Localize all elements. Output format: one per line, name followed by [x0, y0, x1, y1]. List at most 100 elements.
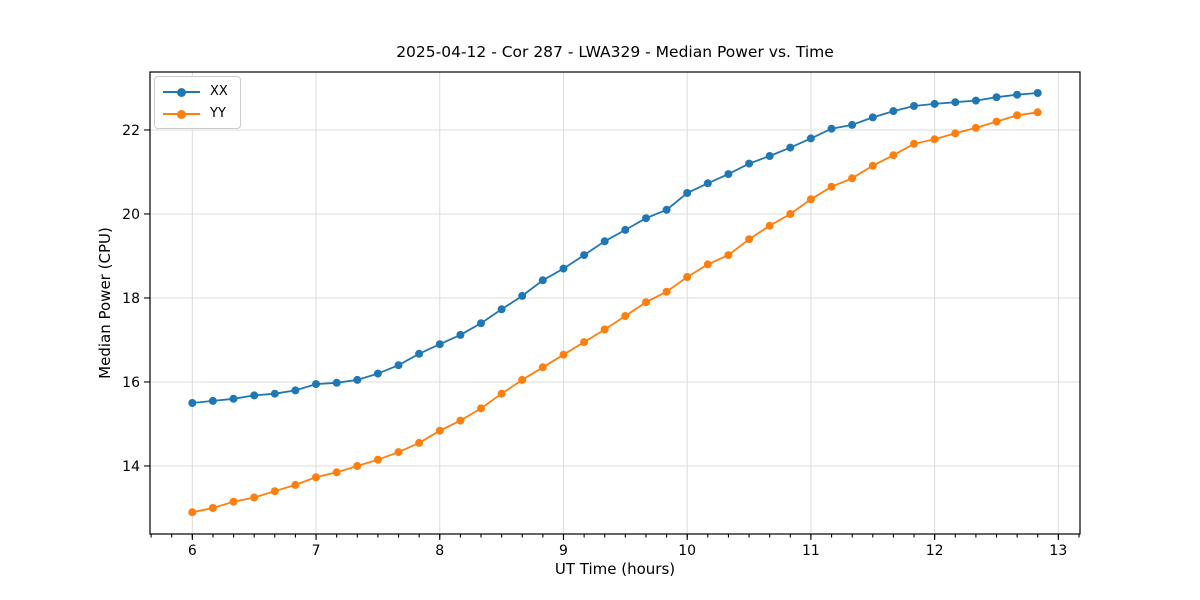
x-tick-label: 12 — [926, 543, 944, 559]
data-point-xx — [600, 237, 609, 246]
data-point-xx — [930, 99, 939, 108]
data-point-yy — [497, 389, 506, 398]
chart-title: 2025-04-12 - Cor 287 - LWA329 - Median P… — [396, 43, 834, 61]
data-point-yy — [889, 151, 898, 160]
legend-line-xx-icon — [163, 87, 200, 97]
data-point-xx — [394, 361, 403, 370]
data-point-xx — [497, 305, 506, 314]
data-point-xx — [745, 159, 754, 168]
data-point-yy — [703, 260, 712, 269]
x-tick-label: 11 — [802, 543, 820, 559]
legend-label-yy: YY — [210, 106, 226, 121]
data-point-yy — [208, 504, 217, 512]
data-point-xx — [910, 102, 918, 110]
data-point-xx — [456, 330, 465, 339]
data-point-yy — [930, 135, 939, 144]
data-point-xx — [889, 107, 898, 116]
data-point-xx — [951, 98, 960, 107]
data-point-xx — [477, 319, 485, 328]
data-point-xx — [312, 380, 320, 389]
data-point-xx — [848, 120, 857, 129]
series-line-yy — [192, 111, 1038, 514]
data-point-yy — [600, 325, 609, 334]
data-point-yy — [394, 448, 403, 457]
x-tick-label: 6 — [188, 543, 197, 559]
data-point-yy — [745, 235, 754, 244]
data-point-xx — [806, 134, 815, 143]
data-point-yy — [621, 312, 630, 320]
data-point-yy — [683, 273, 692, 281]
data-point-xx — [724, 170, 733, 179]
x-tick-label: 7 — [312, 543, 321, 559]
data-point-xx — [291, 386, 300, 395]
data-point-yy — [332, 468, 341, 477]
data-point-xx — [188, 399, 197, 407]
data-point-xx — [435, 340, 444, 349]
data-point-yy — [827, 182, 836, 191]
data-point-yy — [518, 375, 527, 384]
x-tick-label: 8 — [435, 543, 444, 559]
data-point-yy — [353, 462, 362, 470]
data-point-xx — [270, 389, 279, 398]
data-point-yy — [765, 221, 774, 230]
data-point-xx — [868, 113, 877, 122]
data-point-xx — [518, 291, 527, 300]
y-tick-label: 16 — [122, 375, 140, 391]
data-point-xx — [827, 124, 836, 133]
x-axis-label: UT Time (hours) — [554, 560, 676, 578]
data-point-xx — [765, 152, 774, 160]
data-point-yy — [580, 338, 589, 347]
x-tick-label: 9 — [559, 543, 568, 559]
data-point-xx — [642, 214, 650, 223]
data-point-xx — [208, 396, 217, 405]
data-point-yy — [642, 298, 650, 307]
legend-line-yy-icon — [163, 109, 200, 119]
data-point-xx — [1033, 89, 1042, 97]
x-tick-label: 10 — [678, 543, 696, 559]
data-point-xx — [250, 391, 259, 400]
data-point-yy — [1033, 108, 1042, 117]
data-point-yy — [910, 139, 918, 148]
legend-item-xx: XX — [163, 83, 228, 100]
data-point-yy — [188, 508, 197, 517]
data-point-yy — [270, 487, 279, 496]
data-point-yy — [1013, 111, 1022, 120]
data-point-xx — [580, 251, 589, 260]
data-point-yy — [312, 473, 320, 482]
data-point-yy — [229, 497, 238, 506]
data-point-yy — [662, 287, 671, 296]
data-point-yy — [291, 480, 300, 489]
data-point-yy — [373, 455, 382, 464]
data-point-yy — [786, 210, 795, 218]
legend-label-xx: XX — [210, 84, 228, 99]
data-point-xx — [559, 264, 568, 273]
data-point-yy — [724, 251, 733, 260]
y-axis-label: Median Power (CPU) — [96, 227, 114, 379]
data-point-yy — [848, 174, 857, 183]
legend-item-yy: YY — [163, 105, 228, 122]
plot-border — [149, 71, 1081, 535]
data-point-xx — [786, 143, 795, 152]
data-point-yy — [559, 350, 568, 359]
data-point-xx — [538, 276, 547, 285]
y-tick-label: 18 — [122, 291, 140, 307]
data-point-xx — [662, 205, 671, 214]
data-point-yy — [538, 363, 547, 372]
data-point-xx — [332, 378, 341, 387]
data-point-yy — [415, 438, 424, 447]
data-point-xx — [373, 369, 382, 378]
data-point-yy — [951, 129, 960, 138]
y-tick-label: 22 — [122, 123, 140, 139]
data-point-yy — [435, 426, 444, 435]
data-point-yy — [477, 404, 485, 413]
series-line-xx — [192, 92, 1038, 404]
data-point-xx — [703, 179, 712, 188]
y-tick-label: 14 — [122, 459, 140, 475]
data-point-xx — [229, 394, 238, 403]
data-point-yy — [250, 493, 259, 502]
data-point-yy — [868, 161, 877, 170]
data-point-xx — [353, 375, 362, 384]
data-point-xx — [415, 349, 424, 358]
